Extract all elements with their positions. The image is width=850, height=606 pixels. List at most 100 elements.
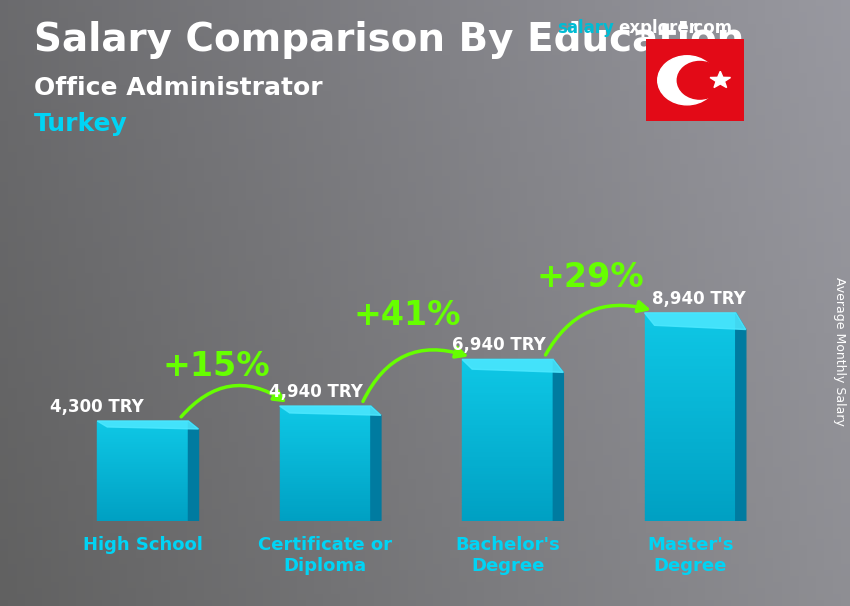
Bar (280, 519, 371, 521)
Bar (280, 496, 371, 498)
Bar (280, 485, 371, 487)
Bar (462, 421, 553, 424)
Bar (280, 460, 371, 462)
Bar (97, 470, 189, 471)
FancyArrowPatch shape (546, 302, 647, 355)
Bar (462, 473, 553, 475)
Bar (462, 484, 553, 486)
Polygon shape (736, 313, 745, 521)
Text: 4,300 TRY: 4,300 TRY (50, 398, 144, 416)
Bar (97, 456, 189, 458)
Bar (644, 501, 736, 504)
Bar (462, 470, 553, 473)
Bar (97, 510, 189, 511)
Bar (280, 473, 371, 475)
Bar (644, 435, 736, 438)
Bar (97, 471, 189, 473)
Bar (280, 516, 371, 518)
Bar (97, 463, 189, 464)
Bar (97, 454, 189, 456)
Bar (97, 428, 189, 429)
Bar (462, 367, 553, 370)
Bar (280, 462, 371, 464)
Bar (462, 435, 553, 438)
Bar (97, 504, 189, 506)
Bar (280, 450, 371, 452)
Bar (462, 462, 553, 465)
Bar (644, 487, 736, 490)
Bar (280, 444, 371, 447)
Bar (97, 484, 189, 486)
Bar (644, 330, 736, 334)
Bar (462, 408, 553, 411)
Bar (644, 341, 736, 344)
Text: .com: .com (688, 19, 733, 38)
Bar (280, 475, 371, 477)
Bar (280, 518, 371, 519)
Bar (97, 486, 189, 488)
Bar (644, 389, 736, 393)
Bar (97, 498, 189, 499)
Bar (280, 465, 371, 467)
Polygon shape (371, 406, 381, 521)
Bar (644, 424, 736, 427)
Bar (644, 469, 736, 473)
Bar (97, 474, 189, 476)
Bar (280, 424, 371, 425)
Bar (462, 481, 553, 484)
Bar (644, 358, 736, 361)
Bar (462, 456, 553, 459)
Bar (644, 438, 736, 441)
Bar (280, 442, 371, 444)
Bar (97, 511, 189, 513)
Bar (97, 501, 189, 503)
Bar (97, 508, 189, 510)
Bar (462, 424, 553, 427)
Text: explorer: explorer (618, 19, 697, 38)
Text: Master's
Degree: Master's Degree (647, 536, 734, 574)
Bar (462, 402, 553, 405)
Bar (280, 412, 371, 414)
Bar (280, 467, 371, 470)
Bar (462, 413, 553, 416)
Bar (97, 513, 189, 514)
Polygon shape (553, 359, 564, 521)
Text: 4,940 TRY: 4,940 TRY (269, 383, 363, 401)
Bar (97, 478, 189, 479)
Bar (462, 454, 553, 456)
Bar (462, 376, 553, 378)
Polygon shape (97, 421, 199, 429)
Bar (644, 361, 736, 365)
Bar (97, 450, 189, 451)
Bar (280, 429, 371, 431)
Text: High School: High School (83, 536, 203, 554)
Circle shape (658, 56, 717, 105)
Bar (644, 483, 736, 487)
Bar (462, 486, 553, 489)
Bar (97, 426, 189, 428)
Bar (97, 424, 189, 426)
Bar (97, 436, 189, 438)
Text: +29%: +29% (536, 261, 643, 294)
Bar (280, 483, 371, 485)
Bar (280, 477, 371, 479)
Bar (462, 497, 553, 499)
Bar (644, 313, 736, 316)
Bar (644, 348, 736, 351)
Bar (280, 447, 371, 448)
Bar (644, 497, 736, 501)
Bar (280, 508, 371, 510)
Bar (462, 384, 553, 387)
Bar (97, 442, 189, 444)
Bar (280, 464, 371, 465)
Bar (462, 478, 553, 481)
Bar (462, 438, 553, 441)
Bar (644, 431, 736, 435)
Bar (97, 503, 189, 504)
Bar (280, 504, 371, 506)
Bar (644, 382, 736, 386)
Bar (462, 411, 553, 413)
Bar (462, 499, 553, 502)
Bar (462, 378, 553, 381)
Bar (644, 344, 736, 348)
